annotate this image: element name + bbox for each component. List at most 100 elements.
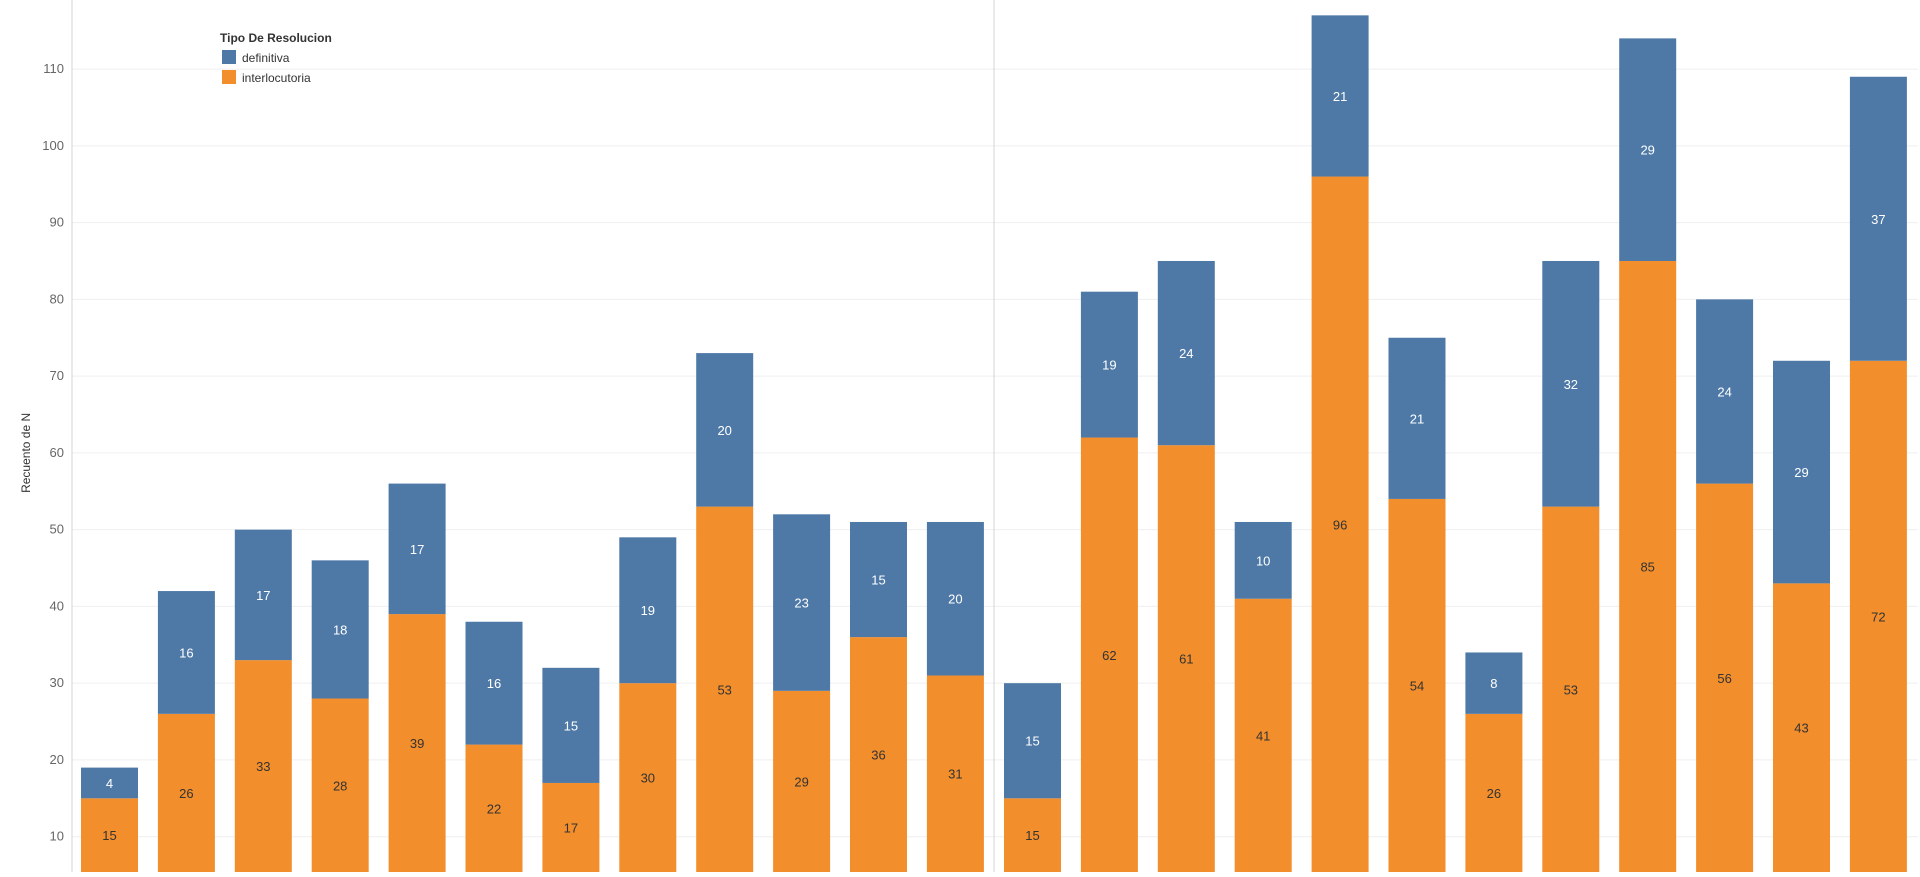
data-label-definitiva: 19: [1102, 358, 1116, 373]
data-label-definitiva: 24: [1179, 346, 1193, 361]
bar-segment-interlocutoria: [1849, 360, 1907, 872]
bar-segment-definitiva: [1619, 38, 1677, 261]
data-label-definitiva: 17: [410, 542, 424, 557]
data-label-interlocutoria: 53: [717, 682, 731, 697]
bar-segment-interlocutoria: [850, 637, 907, 872]
data-label-interlocutoria: 28: [333, 778, 347, 793]
y-tick-label: 10: [50, 829, 64, 844]
y-tick-label: 90: [50, 215, 64, 230]
data-label-definitiva: 24: [1717, 384, 1731, 399]
y-tick-label: 50: [50, 522, 64, 537]
bar-segment-interlocutoria: [1080, 437, 1138, 872]
data-label-interlocutoria: 62: [1102, 648, 1116, 663]
y-tick-label: 100: [42, 138, 64, 153]
bar-segment-definitiva: [1696, 299, 1754, 484]
data-label-definitiva: 21: [1333, 89, 1347, 104]
bar-segment-interlocutoria: [1773, 583, 1830, 872]
legend-title: Tipo De Resolucion: [220, 31, 332, 45]
data-label-interlocutoria: 31: [948, 767, 962, 782]
data-label-interlocutoria: 36: [871, 748, 885, 763]
bar-segment-definitiva: [234, 529, 292, 661]
legend-label-definitiva: definitiva: [242, 51, 290, 65]
data-label-definitiva: 29: [1794, 465, 1808, 480]
data-label-interlocutoria: 17: [564, 820, 578, 835]
bar-segment-interlocutoria: [1234, 598, 1292, 872]
data-label-interlocutoria: 39: [410, 736, 424, 751]
y-tick-label: 20: [50, 752, 64, 767]
bar-segment-interlocutoria: [81, 798, 138, 872]
legend-swatch-definitiva: [222, 50, 236, 64]
bar-segment-definitiva: [1773, 360, 1830, 584]
bar-segment-interlocutoria: [311, 698, 369, 872]
data-label-definitiva: 32: [1564, 377, 1578, 392]
bar-segment-interlocutoria: [388, 614, 446, 872]
bar-segment-interlocutoria: [1004, 798, 1061, 872]
bar-segment-definitiva: [388, 483, 446, 615]
y-tick-label: 80: [50, 291, 64, 306]
y-tick-label: 60: [50, 445, 64, 460]
data-label-definitiva: 4: [106, 776, 113, 791]
data-label-interlocutoria: 85: [1640, 559, 1654, 574]
bar-segment-definitiva: [1311, 15, 1369, 177]
data-label-interlocutoria: 30: [641, 771, 655, 786]
bar-segment-interlocutoria: [926, 675, 984, 872]
bar-segment-definitiva: [773, 514, 831, 691]
bar-segment-interlocutoria: [1465, 713, 1523, 872]
bar-segment-definitiva: [157, 591, 215, 714]
bar-segment-interlocutoria: [696, 506, 754, 872]
data-label-interlocutoria: 33: [256, 759, 270, 774]
data-label-interlocutoria: 22: [487, 801, 501, 816]
bar-segment-definitiva: [850, 521, 907, 638]
bar-segment-definitiva: [1465, 652, 1523, 714]
bar-segment-definitiva: [1157, 260, 1215, 446]
data-label-interlocutoria: 26: [1487, 786, 1501, 801]
data-label-definitiva: 17: [256, 588, 270, 603]
data-label-interlocutoria: 43: [1794, 721, 1808, 736]
data-label-interlocutoria: 61: [1179, 652, 1193, 667]
data-label-definitiva: 16: [487, 676, 501, 691]
bar-segment-interlocutoria: [773, 690, 831, 872]
y-tick-label: 110: [43, 61, 64, 76]
y-tick-label: 70: [50, 368, 64, 383]
data-label-definitiva: 16: [179, 645, 193, 660]
bar-segment-interlocutoria: [1157, 445, 1215, 872]
data-label-definitiva: 8: [1490, 676, 1497, 691]
data-label-interlocutoria: 72: [1871, 609, 1885, 624]
bar-segment-definitiva: [465, 621, 523, 745]
legend-label-interlocutoria: interlocutoria: [242, 71, 311, 85]
bar-segment-definitiva: [926, 521, 984, 676]
data-label-interlocutoria: 54: [1410, 678, 1424, 693]
data-label-definitiva: 15: [564, 718, 578, 733]
data-label-interlocutoria: 41: [1256, 728, 1270, 743]
bar-segment-definitiva: [81, 767, 138, 799]
y-tick-label: 40: [50, 598, 64, 613]
data-label-interlocutoria: 96: [1333, 517, 1347, 532]
bar-segment-interlocutoria: [1311, 176, 1369, 872]
bar-segment-interlocutoria: [1696, 483, 1754, 872]
data-label-definitiva: 21: [1410, 411, 1424, 426]
data-label-definitiva: 18: [333, 622, 347, 637]
data-label-definitiva: 20: [717, 423, 731, 438]
data-label-interlocutoria: 15: [102, 828, 116, 843]
data-label-definitiva: 15: [871, 573, 885, 588]
bar-segment-definitiva: [619, 537, 677, 684]
bar-segment-interlocutoria: [1619, 260, 1677, 872]
bar-segment-definitiva: [1388, 337, 1446, 499]
data-label-interlocutoria: 56: [1717, 671, 1731, 686]
data-label-definitiva: 23: [794, 596, 808, 611]
bar-segment-definitiva: [1542, 260, 1600, 507]
y-tick-label: 30: [50, 675, 64, 690]
data-label-definitiva: 10: [1256, 553, 1270, 568]
data-label-definitiva: 29: [1640, 143, 1654, 158]
data-label-interlocutoria: 26: [179, 786, 193, 801]
bar-segment-interlocutoria: [619, 683, 677, 872]
y-axis-label: Recuento de N: [19, 413, 33, 493]
data-label-interlocutoria: 53: [1564, 682, 1578, 697]
data-label-definitiva: 20: [948, 592, 962, 607]
bar-segment-interlocutoria: [465, 744, 523, 872]
bar-segment-definitiva: [696, 353, 754, 507]
legend-swatch-interlocutoria: [222, 70, 236, 84]
bar-segment-definitiva: [1234, 521, 1292, 599]
